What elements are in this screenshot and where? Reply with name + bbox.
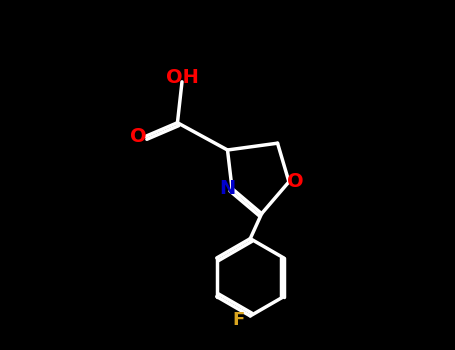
Text: N: N — [219, 179, 236, 198]
Text: O: O — [288, 172, 304, 191]
Text: O: O — [131, 127, 147, 146]
Text: F: F — [233, 312, 245, 329]
Text: OH: OH — [166, 68, 198, 87]
